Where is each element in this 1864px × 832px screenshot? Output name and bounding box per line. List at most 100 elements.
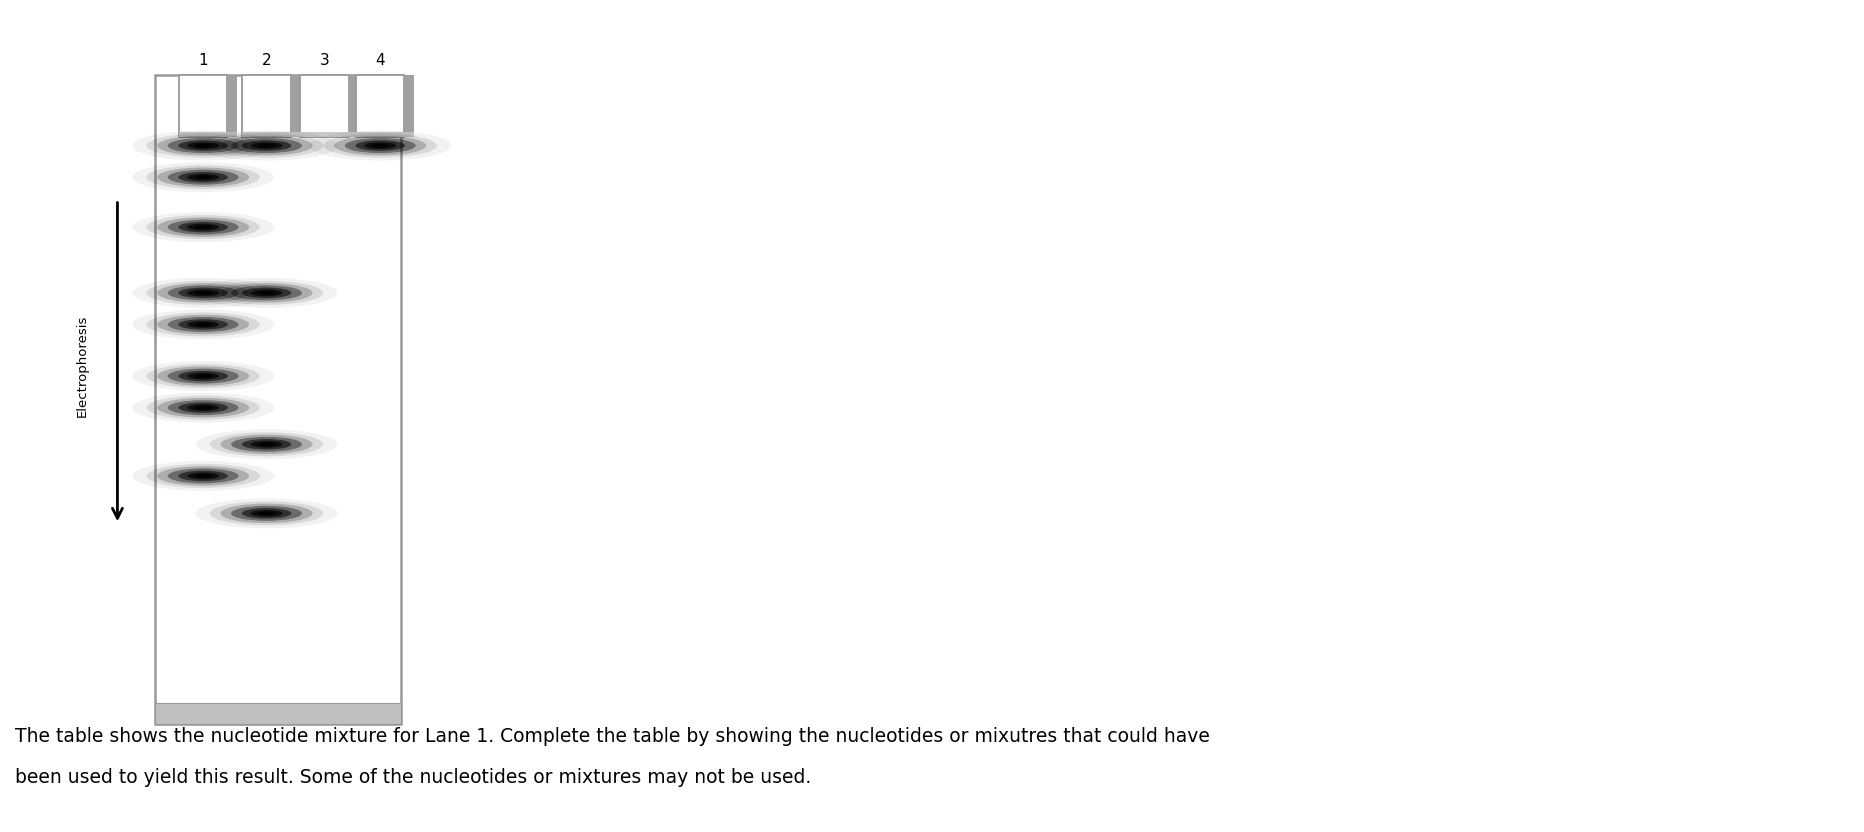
Bar xyxy=(291,75,300,137)
Ellipse shape xyxy=(250,510,283,517)
Ellipse shape xyxy=(231,285,302,300)
Text: 1: 1 xyxy=(198,53,209,68)
Text: 3: 3 xyxy=(319,53,330,68)
Ellipse shape xyxy=(194,225,212,229)
Ellipse shape xyxy=(147,396,259,419)
Ellipse shape xyxy=(179,371,227,381)
Bar xyxy=(227,75,237,137)
Ellipse shape xyxy=(194,323,212,326)
Ellipse shape xyxy=(324,134,436,157)
Bar xyxy=(242,75,291,137)
Ellipse shape xyxy=(147,215,259,239)
Ellipse shape xyxy=(186,174,220,181)
Bar xyxy=(155,75,401,724)
Ellipse shape xyxy=(257,443,276,446)
Ellipse shape xyxy=(179,288,227,298)
Ellipse shape xyxy=(211,502,322,525)
Ellipse shape xyxy=(157,136,250,156)
Bar xyxy=(179,132,237,137)
Ellipse shape xyxy=(186,224,220,230)
Ellipse shape xyxy=(363,142,397,149)
Text: 4: 4 xyxy=(375,53,386,68)
Ellipse shape xyxy=(168,220,239,235)
Bar xyxy=(242,132,300,137)
Ellipse shape xyxy=(211,433,322,456)
Ellipse shape xyxy=(179,319,227,329)
Ellipse shape xyxy=(186,321,220,328)
Ellipse shape xyxy=(147,464,259,488)
Ellipse shape xyxy=(194,374,212,378)
Ellipse shape xyxy=(132,278,274,308)
Ellipse shape xyxy=(186,473,220,479)
Ellipse shape xyxy=(242,288,291,298)
Ellipse shape xyxy=(157,466,250,486)
Ellipse shape xyxy=(132,131,274,161)
Ellipse shape xyxy=(220,283,313,303)
Ellipse shape xyxy=(196,278,337,308)
Ellipse shape xyxy=(257,512,276,515)
Bar xyxy=(300,75,349,137)
Ellipse shape xyxy=(371,144,390,147)
Ellipse shape xyxy=(257,291,276,295)
Ellipse shape xyxy=(211,134,322,157)
Text: been used to yield this result. Some of the nucleotides or mixtures may not be u: been used to yield this result. Some of … xyxy=(15,769,811,787)
Ellipse shape xyxy=(186,290,220,296)
Ellipse shape xyxy=(220,136,313,156)
Ellipse shape xyxy=(147,166,259,189)
Ellipse shape xyxy=(356,141,404,151)
Ellipse shape xyxy=(309,131,451,161)
Ellipse shape xyxy=(334,136,427,156)
Ellipse shape xyxy=(257,144,276,147)
Ellipse shape xyxy=(168,369,239,384)
Ellipse shape xyxy=(186,404,220,411)
Ellipse shape xyxy=(250,441,283,448)
Ellipse shape xyxy=(157,283,250,303)
Bar xyxy=(356,75,404,137)
Ellipse shape xyxy=(168,138,239,153)
Bar xyxy=(356,132,414,137)
Ellipse shape xyxy=(242,141,291,151)
Ellipse shape xyxy=(196,498,337,528)
Ellipse shape xyxy=(194,291,212,295)
Ellipse shape xyxy=(194,144,212,147)
Ellipse shape xyxy=(194,176,212,179)
Ellipse shape xyxy=(157,314,250,334)
Ellipse shape xyxy=(168,170,239,185)
Ellipse shape xyxy=(250,290,283,296)
Ellipse shape xyxy=(242,439,291,449)
Ellipse shape xyxy=(147,313,259,336)
Bar xyxy=(155,703,401,724)
Text: The table shows the nucleotide mixture for Lane 1. Complete the table by showing: The table shows the nucleotide mixture f… xyxy=(15,727,1210,745)
Ellipse shape xyxy=(147,364,259,388)
Ellipse shape xyxy=(220,434,313,454)
Ellipse shape xyxy=(157,366,250,386)
Ellipse shape xyxy=(345,138,416,153)
Ellipse shape xyxy=(132,212,274,242)
Bar xyxy=(404,75,414,137)
Ellipse shape xyxy=(157,217,250,237)
Ellipse shape xyxy=(132,461,274,491)
Ellipse shape xyxy=(231,506,302,521)
Text: 2: 2 xyxy=(261,53,272,68)
Ellipse shape xyxy=(168,285,239,300)
Ellipse shape xyxy=(147,134,259,157)
Ellipse shape xyxy=(179,471,227,481)
Ellipse shape xyxy=(250,142,283,149)
Ellipse shape xyxy=(132,162,274,192)
Ellipse shape xyxy=(211,281,322,305)
Ellipse shape xyxy=(132,310,274,339)
Ellipse shape xyxy=(157,167,250,187)
Ellipse shape xyxy=(179,172,227,182)
Ellipse shape xyxy=(168,468,239,483)
Ellipse shape xyxy=(231,437,302,452)
Ellipse shape xyxy=(179,403,227,413)
Ellipse shape xyxy=(168,400,239,415)
Ellipse shape xyxy=(132,393,274,423)
Bar xyxy=(300,132,358,137)
Ellipse shape xyxy=(194,474,212,478)
Ellipse shape xyxy=(196,429,337,459)
Text: Electrophoresis: Electrophoresis xyxy=(76,314,88,418)
Ellipse shape xyxy=(179,222,227,232)
Ellipse shape xyxy=(132,361,274,391)
Ellipse shape xyxy=(220,503,313,523)
